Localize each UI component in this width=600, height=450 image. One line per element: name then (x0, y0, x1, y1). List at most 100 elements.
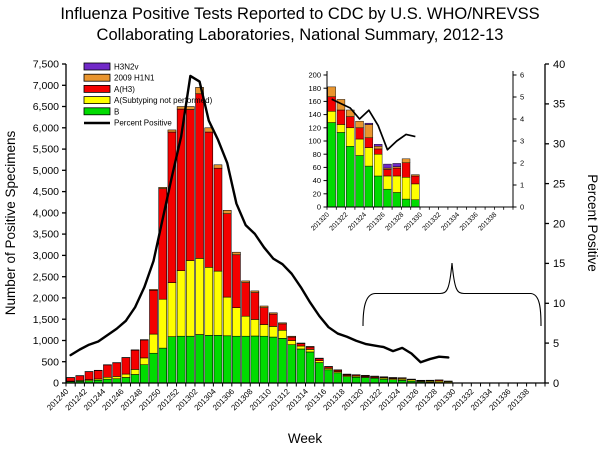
bar-segment (370, 375, 379, 378)
bar-segment (250, 319, 260, 337)
svg-text:40: 40 (313, 176, 321, 185)
bar-segment (186, 335, 195, 384)
inset-bar-segment (373, 153, 383, 177)
inset-bar-segment (411, 183, 420, 200)
bar-segment (93, 370, 103, 380)
inset-bar-segment (383, 188, 392, 208)
bar-segment (324, 369, 333, 384)
chart-title: Influenza Positive Tests Reported to CDC… (0, 4, 600, 46)
bar-segment (103, 364, 112, 378)
svg-text:2,000: 2,000 (33, 293, 59, 305)
bar-segment (121, 377, 131, 384)
inset-bar-segment (355, 127, 364, 140)
bar-segment (204, 267, 214, 336)
bar-segment (241, 282, 250, 317)
bar-segment (167, 131, 177, 283)
bar-segment (222, 296, 232, 337)
bar-segment (204, 131, 214, 268)
bar-segment (149, 333, 158, 354)
inset-bar-segment (327, 86, 336, 98)
svg-text:201338: 201338 (477, 211, 498, 232)
inset-bar-segment (364, 137, 374, 148)
bar-segment (250, 292, 260, 320)
bar-segment (140, 357, 149, 365)
bar-segment (158, 347, 168, 384)
bar-segment (333, 372, 343, 384)
svg-text:201320: 201320 (310, 211, 331, 232)
bar-segment (213, 335, 223, 384)
inset-bar-segment (392, 175, 401, 193)
y-axis-left-title: Number of Positive Specimens (3, 130, 18, 315)
svg-text:20: 20 (313, 189, 321, 198)
bar-segment (443, 380, 453, 382)
chart-title-line1: Influenza Positive Tests Reported to CDC… (60, 5, 540, 23)
bar-segment (370, 377, 379, 384)
svg-text:6,500: 6,500 (33, 101, 59, 113)
legend-swatch (83, 85, 111, 93)
bar-segment (296, 348, 306, 384)
inset-bar-segment (373, 175, 383, 208)
bar-segment (130, 349, 140, 370)
bar-segment (84, 371, 94, 380)
svg-text:25: 25 (553, 178, 565, 190)
inset-bar-segment (364, 122, 374, 125)
legend-label: A(H3) (114, 85, 135, 94)
legend-label: B (114, 107, 119, 116)
bar-segment (259, 324, 269, 337)
bar-segment (315, 360, 324, 363)
bar-segment (232, 335, 241, 384)
svg-text:100: 100 (308, 137, 321, 146)
svg-text:5,000: 5,000 (33, 165, 59, 177)
bar-segment (232, 251, 241, 256)
bar-segment (259, 305, 269, 308)
svg-text:40: 40 (553, 59, 565, 71)
bar-segment (167, 282, 177, 337)
svg-text:3,500: 3,500 (33, 229, 59, 241)
bar-segment (195, 93, 204, 259)
bar-segment (287, 344, 296, 384)
inset-bar-segment (392, 167, 401, 177)
svg-text:5,500: 5,500 (33, 144, 59, 156)
bar-segment (158, 187, 168, 189)
bar-segment (222, 213, 232, 298)
bar-segment (287, 340, 296, 345)
inset-bar-segment (383, 169, 392, 177)
svg-text:2,500: 2,500 (33, 271, 59, 283)
percent-positive-line (69, 74, 450, 364)
svg-text:0: 0 (53, 378, 59, 390)
svg-text:0: 0 (553, 378, 559, 390)
bar-segment (140, 339, 149, 359)
svg-text:0: 0 (520, 203, 524, 212)
inset-bar-segment (401, 198, 411, 208)
inset-bar-segment (383, 163, 392, 169)
svg-text:140: 140 (308, 110, 321, 119)
bar-segment (66, 377, 75, 382)
bar-segment (315, 362, 324, 384)
bar-segment (186, 106, 195, 110)
x-axis-title: Week (288, 431, 323, 446)
legend-swatch (83, 73, 111, 82)
inset-bar-segment (364, 124, 374, 138)
inset-bar-segment (364, 165, 374, 208)
inset-bar-segment (327, 122, 336, 208)
svg-text:160: 160 (308, 97, 321, 106)
inset-bar-segment (392, 163, 401, 167)
bar-segment (222, 210, 232, 214)
bar-segment (176, 335, 186, 384)
svg-text:120: 120 (308, 123, 321, 132)
bar-segment (121, 373, 131, 378)
main-bars (66, 87, 453, 384)
bar-segment (296, 342, 306, 344)
inset-bar-segment (336, 109, 346, 125)
inset-bar-segment (336, 132, 346, 208)
bar-segment (268, 312, 278, 315)
bar-segment (278, 338, 287, 384)
inset-bar-segment (411, 199, 420, 208)
inset-bar-segment (355, 155, 364, 208)
inset-bar-segment (401, 177, 411, 200)
bar-segment (232, 254, 241, 308)
bar-segment (149, 289, 158, 291)
svg-text:5: 5 (520, 93, 524, 102)
legend-swatch (83, 62, 111, 71)
